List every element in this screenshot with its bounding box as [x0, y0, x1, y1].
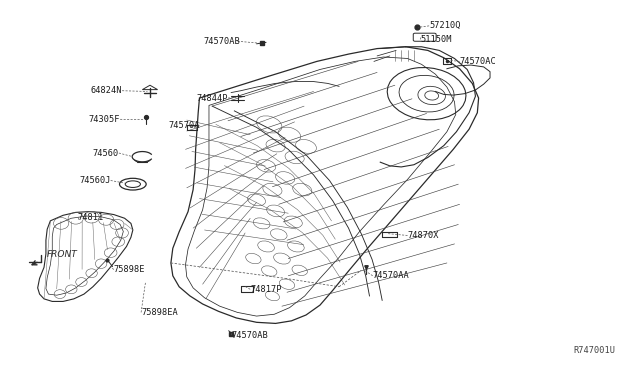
Text: 75898E: 75898E: [114, 265, 145, 274]
Text: 74870X: 74870X: [408, 231, 439, 240]
Text: 74844P: 74844P: [196, 93, 228, 103]
Text: 74560J: 74560J: [79, 176, 111, 185]
Text: 57210Q: 57210Q: [429, 21, 461, 31]
Text: 75898EA: 75898EA: [141, 308, 178, 317]
Text: 74570AA: 74570AA: [372, 271, 410, 280]
Text: 74570AB: 74570AB: [204, 37, 241, 46]
Text: 74570AC: 74570AC: [460, 57, 497, 66]
Text: 74570A: 74570A: [168, 121, 200, 130]
Text: 74817P: 74817P: [250, 285, 282, 294]
Text: 51150M: 51150M: [420, 35, 452, 44]
Text: R747001U: R747001U: [573, 346, 615, 355]
Text: 74305F: 74305F: [89, 115, 120, 124]
Text: 74570AB: 74570AB: [231, 331, 268, 340]
Text: 74560: 74560: [93, 148, 119, 157]
Text: 74811: 74811: [77, 213, 104, 222]
Text: 64824N: 64824N: [90, 86, 122, 95]
Text: FRONT: FRONT: [47, 250, 78, 259]
